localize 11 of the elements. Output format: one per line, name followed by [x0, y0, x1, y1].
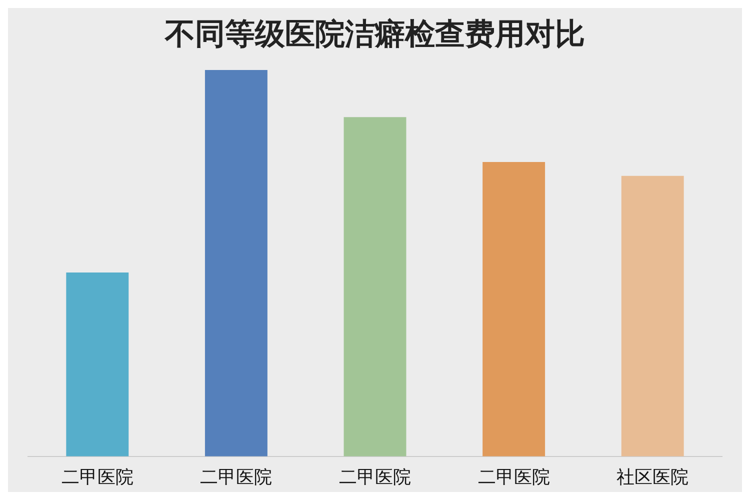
- bar: [66, 272, 129, 456]
- x-tick-label: 社区医院: [616, 466, 689, 488]
- x-tick-label: 二甲医院: [200, 466, 272, 488]
- chart-title: 不同等级医院洁癖检查费用对比: [164, 16, 585, 52]
- bar: [204, 70, 268, 456]
- bar: [621, 176, 684, 456]
- bar: [482, 162, 546, 456]
- x-tick-label: 二甲医院: [478, 466, 550, 488]
- bar: [344, 117, 406, 456]
- x-tick-label: 二甲医院: [339, 466, 411, 488]
- x-tick-label: 二甲医院: [61, 466, 134, 488]
